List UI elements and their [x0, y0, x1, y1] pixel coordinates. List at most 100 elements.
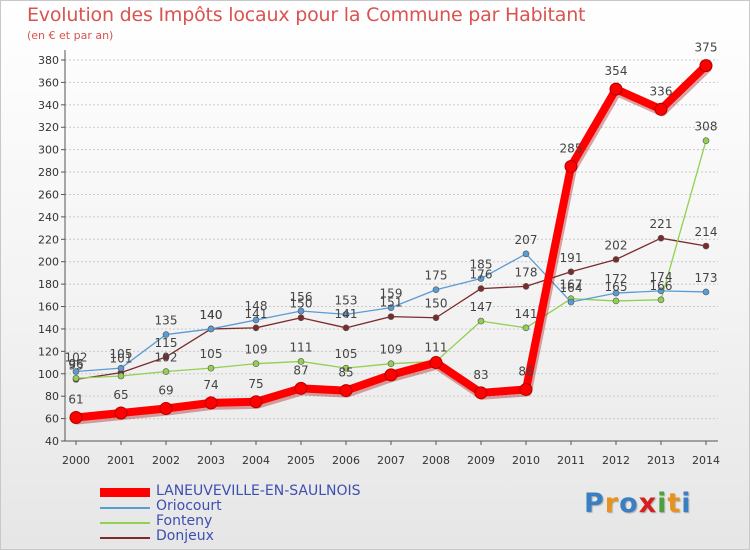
data-label: 375: [695, 41, 718, 55]
x-tick-label: 2003: [197, 454, 225, 467]
y-tick-label: 200: [38, 256, 59, 269]
data-point: [162, 353, 170, 361]
data-point: [474, 386, 488, 400]
logo-letter: t: [667, 488, 682, 519]
data-label: 159: [380, 287, 403, 301]
y-tick-label: 180: [38, 278, 59, 291]
data-point: [204, 396, 218, 410]
data-label: 105: [110, 347, 133, 361]
data-label: 165: [605, 280, 628, 294]
x-tick-label: 2004: [242, 454, 270, 467]
legend-swatch: [100, 522, 150, 524]
x-tick-label: 2011: [557, 454, 585, 467]
data-label: 109: [380, 343, 403, 357]
data-label: 65: [113, 388, 128, 402]
logo-letter: i: [681, 488, 692, 519]
data-point: [297, 307, 305, 315]
data-point: [612, 297, 620, 305]
logo-letter: i: [657, 488, 668, 519]
data-point: [114, 406, 128, 420]
data-point: [162, 331, 170, 338]
y-tick-label: 60: [45, 413, 59, 426]
data-label: 140: [200, 308, 223, 322]
data-label: 148: [245, 299, 268, 313]
y-tick-label: 280: [38, 166, 59, 179]
data-label: 85: [338, 366, 353, 380]
data-label: 172: [605, 272, 628, 286]
y-tick-label: 260: [38, 188, 59, 201]
data-point: [252, 324, 260, 332]
legend-swatch: [100, 537, 150, 539]
legend-label: LANEUVEVILLE-EN-SAULNOIS: [156, 483, 361, 499]
data-label: 141: [335, 307, 358, 321]
data-label: 166: [650, 279, 673, 293]
data-point: [432, 314, 440, 322]
x-tick-label: 2006: [332, 454, 360, 467]
data-point: [249, 395, 263, 409]
y-tick-label: 120: [38, 345, 59, 358]
data-label: 175: [425, 269, 448, 283]
data-label: 102: [155, 351, 178, 365]
y-tick-label: 380: [38, 54, 59, 67]
data-label: 214: [695, 225, 718, 239]
data-label: 141: [515, 307, 538, 321]
data-point: [384, 368, 398, 382]
x-tick-label: 2012: [602, 454, 630, 467]
data-point: [294, 381, 308, 395]
data-point: [387, 304, 395, 311]
data-point: [342, 364, 350, 372]
data-point: [699, 59, 713, 73]
data-point: [564, 159, 578, 173]
data-label: 176: [470, 268, 493, 282]
data-label: 115: [155, 336, 178, 350]
y-tick-label: 80: [45, 390, 59, 403]
y-tick-label: 320: [38, 121, 59, 134]
data-label: 167: [560, 278, 583, 292]
data-label: 336: [650, 84, 673, 98]
data-point: [612, 289, 620, 297]
data-label: 173: [695, 271, 718, 285]
data-point: [342, 311, 350, 318]
logo-letter: r: [604, 488, 620, 519]
data-point: [207, 364, 215, 372]
x-tick-label: 2014: [692, 454, 720, 467]
data-point: [657, 234, 665, 242]
logo-letter: P: [584, 488, 605, 519]
y-tick-label: 40: [45, 435, 59, 448]
legend-swatch: [100, 507, 150, 509]
chart-subtitle: (en € et par an): [27, 29, 114, 42]
y-tick-label: 100: [38, 368, 59, 381]
data-label: 61: [68, 392, 83, 406]
data-point: [162, 368, 170, 375]
data-point: [69, 410, 83, 424]
data-label: 96: [68, 357, 83, 371]
x-tick-label: 2009: [467, 454, 495, 467]
data-label: 147: [470, 300, 493, 314]
data-label: 156: [290, 290, 313, 304]
x-tick-label: 2010: [512, 454, 540, 467]
data-label: 75: [248, 377, 263, 391]
data-label: 101: [110, 352, 133, 366]
x-tick-label: 2007: [377, 454, 405, 467]
data-label: 105: [335, 347, 358, 361]
data-point: [432, 286, 440, 294]
data-label: 185: [470, 258, 493, 272]
data-label: 86: [518, 364, 533, 378]
legend-swatch: [100, 488, 150, 497]
data-point: [654, 102, 668, 116]
data-label: 308: [695, 120, 718, 134]
data-label: 207: [515, 233, 538, 247]
data-point: [72, 368, 80, 375]
y-tick-label: 340: [38, 99, 59, 112]
chart-title: Evolution des Impôts locaux pour la Comm…: [27, 4, 586, 26]
data-label: 111: [425, 340, 448, 354]
data-label: 174: [650, 270, 673, 284]
data-point: [429, 356, 443, 370]
data-label: 87: [293, 363, 308, 377]
data-point: [522, 250, 530, 258]
data-point: [477, 285, 485, 292]
y-tick-label: 300: [38, 144, 59, 157]
data-point: [387, 360, 395, 367]
legend-label: Oriocourt: [156, 498, 222, 514]
